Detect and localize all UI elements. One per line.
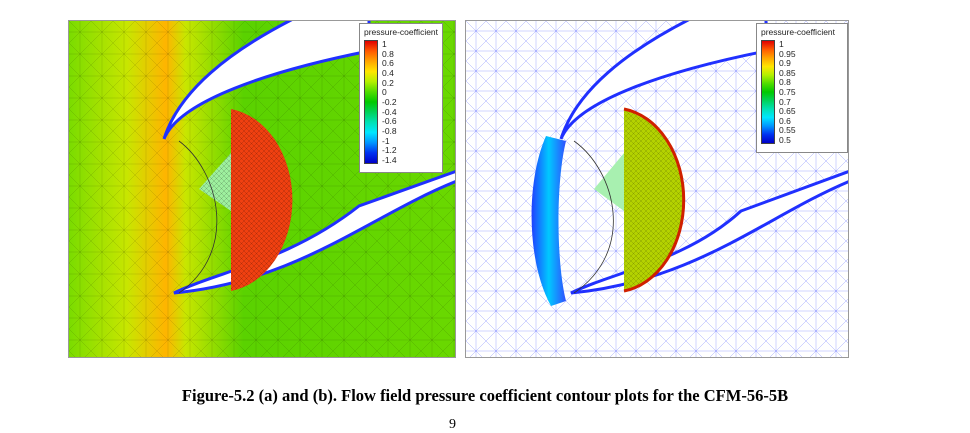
legend-label: -0.4 <box>382 106 397 117</box>
legend-label: -0.6 <box>382 116 397 127</box>
legend-label: 0 <box>382 87 387 98</box>
legend-label: 0.6 <box>779 115 791 126</box>
contour-plot-a: pressure-coefficient 1 0.8 0.6 0.4 0.2 0 -0.2-… <box>68 20 456 358</box>
legend-b: pressure-coefficient 1 0.95 0.9 0.85 0.8 0.75… <box>756 23 848 153</box>
color-scale-bar <box>761 40 775 144</box>
legend-label: 0.9 <box>779 58 791 69</box>
legend-label: 0.2 <box>382 77 394 88</box>
legend-label: 0.6 <box>382 58 394 69</box>
legend-label: 0.95 <box>779 48 796 59</box>
legend-label: -0.2 <box>382 96 397 107</box>
color-scale-bar <box>364 40 378 164</box>
legend-label: 0.75 <box>779 86 796 97</box>
legend-label: 0.65 <box>779 106 796 117</box>
legend-label: -1.2 <box>382 145 397 156</box>
blue-band-b <box>531 136 566 306</box>
legend-label: -0.8 <box>382 125 397 136</box>
page-number: 9 <box>449 417 456 432</box>
legend-label: 0.8 <box>779 77 791 88</box>
legend-label: 0.7 <box>779 96 791 107</box>
legend-label: 0.55 <box>779 125 796 136</box>
contour-plot-b: pressure-coefficient 1 0.95 0.9 0.85 0.8 0.75… <box>465 20 849 358</box>
legend-label: 0.85 <box>779 67 796 78</box>
legend-label: 0.5 <box>779 134 791 145</box>
legend-label: -1 <box>382 135 390 146</box>
legend-title: pressure-coefficient <box>761 27 836 37</box>
figure-caption: Figure-5.2 (a) and (b). Flow field press… <box>181 386 789 405</box>
legend-a: pressure-coefficient 1 0.8 0.6 0.4 0.2 0 -0.2-… <box>359 23 443 173</box>
legend-label: 0.8 <box>382 48 394 59</box>
legend-label: 0.4 <box>382 67 394 78</box>
legend-label: 1 <box>382 39 387 49</box>
flow-field-b <box>466 21 848 357</box>
legend-title: pressure-coefficient <box>364 27 439 37</box>
legend-label: 1 <box>779 39 784 49</box>
legend-label: -1.4 <box>382 154 397 165</box>
